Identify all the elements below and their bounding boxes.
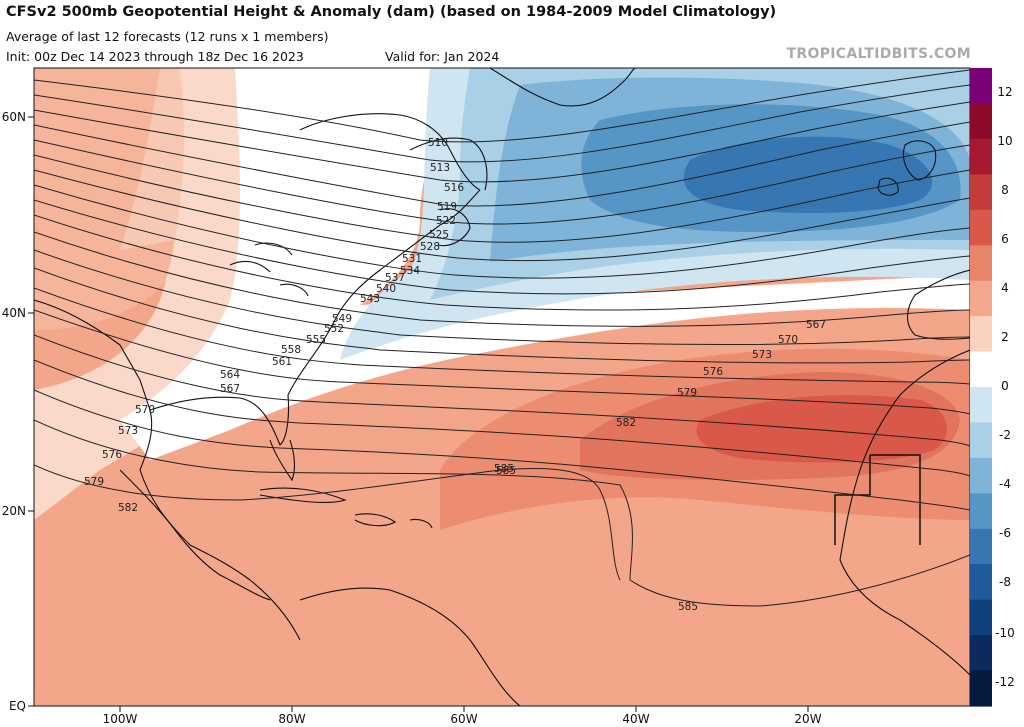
contour-label: 555 [306, 334, 326, 346]
colorbar-swatch [970, 68, 992, 105]
contour-label: 585 [496, 465, 516, 477]
colorbar-swatch [970, 493, 992, 530]
contour-label: 558 [281, 344, 301, 356]
lon-label: 20W [794, 712, 821, 726]
lat-label: 20N [2, 504, 26, 518]
colorbar [970, 68, 992, 707]
colorbar-swatch [970, 174, 992, 211]
lon-label: 80W [278, 712, 305, 726]
colorbar-swatch [970, 670, 992, 707]
lat-label: 60N [2, 110, 26, 124]
colorbar-label: -2 [999, 428, 1011, 442]
colorbar-swatch [970, 635, 992, 672]
contour-label: 513 [430, 162, 450, 174]
contour-label: 582 [616, 417, 636, 429]
contour-label: 576 [703, 366, 723, 378]
contour-label: 516 [444, 182, 464, 194]
contour-label: 585 [678, 601, 698, 613]
contour-label: 537 [385, 272, 405, 284]
contour-label: 576 [102, 449, 122, 461]
colorbar-swatch [970, 564, 992, 601]
contour-label: 531 [402, 253, 422, 265]
contour-label: 528 [420, 241, 440, 253]
contour-label: 567 [220, 383, 240, 395]
contour-labels: 510 513 516 519 522 525 528 531 534 537 … [84, 137, 826, 613]
colorbar-swatch [970, 387, 992, 424]
colorbar-swatch [970, 245, 992, 282]
latitude-axis: 60N 40N 20N EQ [2, 110, 34, 713]
colorbar-labels: 12 10 8 6 4 2 0 -2 -4 -6 -8 -10 -12 [995, 85, 1015, 689]
contour-label: 540 [376, 283, 396, 295]
colorbar-label: -4 [999, 477, 1011, 491]
contour-label: 552 [324, 323, 344, 335]
lon-label: 60W [450, 712, 477, 726]
contour-label: 573 [752, 349, 772, 361]
colorbar-label: -10 [995, 626, 1015, 640]
colorbar-label: 6 [1001, 232, 1009, 246]
colorbar-label: 10 [997, 134, 1012, 148]
lon-label: 100W [103, 712, 138, 726]
colorbar-label: -6 [999, 526, 1011, 540]
contour-label: 567 [806, 319, 826, 331]
colorbar-swatch [970, 457, 992, 494]
contour-label: 543 [360, 293, 380, 305]
lat-label: 40N [2, 306, 26, 320]
height-contours [34, 69, 970, 607]
map-title: CFSv2 500mb Geopotential Height & Anomal… [6, 4, 777, 20]
colorbar-swatch [970, 103, 992, 140]
colorbar-swatch [970, 528, 992, 565]
credit-watermark: TROPICALTIDBITS.COM [786, 46, 971, 62]
colorbar-label: 8 [1001, 183, 1009, 197]
colorbar-swatch [970, 599, 992, 636]
colorbar-label: -8 [999, 575, 1011, 589]
colorbar-label: 12 [997, 85, 1012, 99]
colorbar-swatch [970, 351, 992, 388]
contour-label: 534 [400, 265, 420, 277]
anomaly-fill [34, 68, 970, 706]
contour-label: 549 [332, 313, 352, 325]
colorbar-label: 2 [1001, 330, 1009, 344]
contour-label: 570 [135, 404, 155, 416]
colorbar-label: 0 [1001, 379, 1009, 393]
contour-label: 579 [677, 387, 697, 399]
longitude-axis: 100W 80W 60W 40W 20W [103, 706, 822, 726]
lon-label: 40W [622, 712, 649, 726]
contour-label: 585 [494, 463, 514, 475]
contour-label: 510 [428, 137, 448, 149]
contour-label: 519 [437, 201, 457, 213]
contour-label: 561 [272, 356, 292, 368]
contour-label: 570 [778, 334, 798, 346]
colorbar-label: 4 [1001, 281, 1009, 295]
contour-label: 522 [436, 215, 456, 227]
colorbar-swatch [970, 209, 992, 246]
colorbar-swatch [970, 316, 992, 353]
colorbar-swatch [970, 138, 992, 175]
contour-label: 573 [118, 425, 138, 437]
coastlines [34, 68, 970, 706]
lat-label: EQ [9, 699, 26, 713]
subtitle-init-range: Init: 00z Dec 14 2023 through 18z Dec 16… [6, 49, 304, 64]
colorbar-swatch [970, 422, 992, 459]
contour-label: 564 [220, 369, 240, 381]
valid-for-label: Valid for: Jan 2024 [385, 49, 500, 64]
contour-label: 525 [429, 229, 449, 241]
subtitle-forecast-average: Average of last 12 forecasts (12 runs x … [6, 29, 329, 44]
colorbar-label: -12 [995, 675, 1015, 689]
contour-label: 582 [118, 502, 138, 514]
contour-label: 579 [84, 476, 104, 488]
colorbar-swatch [970, 280, 992, 317]
